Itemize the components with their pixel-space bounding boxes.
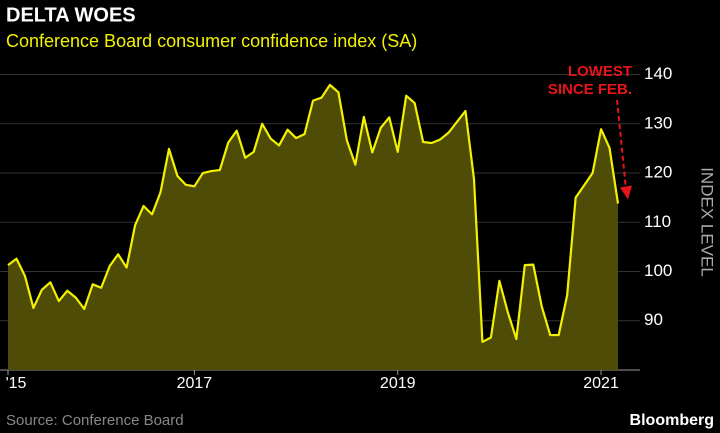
y-tick-label: 100 [644,261,672,280]
y-tick-label: 110 [644,212,671,231]
y-tick-label: 130 [644,113,672,132]
annotation-arrowhead [620,185,632,200]
annotation-arrow [616,99,627,190]
line [7,83,620,344]
y-axis-label: INDEX LEVEL [698,167,717,277]
annotation: LOWEST [568,63,632,80]
annotation: SINCE FEB. [548,81,632,98]
y-tick-label: 140 [644,64,672,83]
chart-subtitle: Conference Board consumer confidence ind… [6,31,417,51]
area [8,84,618,371]
y-tick-label: 120 [644,163,672,182]
x-tick-label: 2019 [380,375,416,392]
chart-title: DELTA WOES [6,4,136,26]
source: Source: Conference Board [6,412,184,429]
y-tick-label: 90 [644,310,663,329]
x-tick-label: '15 [6,375,27,392]
x-tick-label: 2021 [583,375,619,392]
brand: Bloomberg [630,412,714,429]
x-tick-label: 2017 [177,375,213,392]
